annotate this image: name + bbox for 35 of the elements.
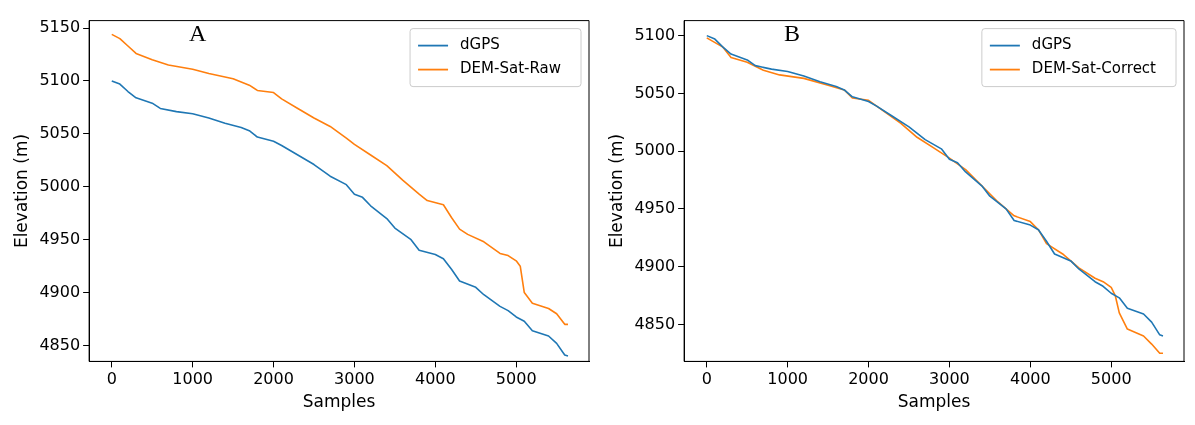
y-tick-label: 5050 — [39, 123, 81, 142]
x-tick-label: 3000 — [929, 369, 970, 389]
x-tick-label: 2000 — [253, 369, 294, 389]
y-tick-label: 4900 — [39, 281, 81, 301]
x-tick-label: 4000 — [414, 369, 456, 389]
legend-label: DEM-Sat-Raw — [460, 59, 562, 78]
x-tick-label: 1000 — [172, 369, 214, 389]
x-tick-label: 2000 — [848, 369, 889, 389]
y-axis-title: Elevation (m) — [10, 133, 31, 249]
y-tick-label: 4950 — [634, 198, 676, 218]
legend-label: dGPS — [460, 35, 500, 54]
y-tick-label: 5100 — [634, 24, 676, 44]
y-axis-title: Elevation (m) — [605, 133, 626, 249]
annotation: B — [784, 19, 801, 46]
y-tick-label: 5000 — [634, 140, 676, 160]
y-tick-label: 5050 — [634, 82, 676, 102]
legend-label: dGPS — [1031, 35, 1072, 54]
y-tick-label: 4950 — [39, 228, 81, 248]
x-tick-label: 1000 — [767, 369, 809, 389]
y-tick-label: 5150 — [39, 17, 81, 37]
y-tick-label: 4850 — [39, 334, 81, 354]
x-tick-label: 4000 — [1009, 369, 1051, 389]
y-tick-label: 5000 — [39, 175, 81, 195]
x-tick-label: 0 — [701, 369, 712, 389]
x-tick-label: 5000 — [495, 369, 537, 389]
x-tick-label: 3000 — [334, 369, 375, 389]
x-axis-title: Samples — [897, 391, 971, 412]
x-tick-label: 5000 — [1090, 369, 1132, 389]
y-tick-label: 4900 — [634, 255, 676, 275]
y-tick-label: 5100 — [39, 70, 81, 90]
x-axis-title: Samples — [302, 391, 376, 412]
x-tick-label: 0 — [106, 369, 117, 389]
annotation: A — [189, 19, 208, 46]
y-tick-label: 4850 — [634, 313, 676, 333]
legend-label: DEM-Sat-Correct — [1031, 59, 1157, 78]
